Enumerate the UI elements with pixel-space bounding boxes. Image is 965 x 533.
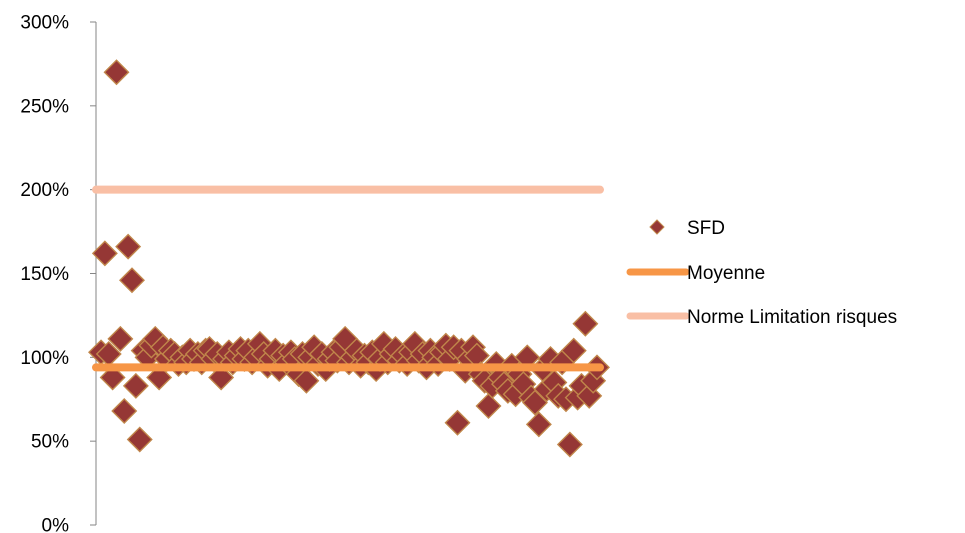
legend-sfd-label: SFD <box>687 218 725 239</box>
legend-moyenne-label: Moyenne <box>687 263 765 284</box>
sfd-point <box>126 426 153 453</box>
sfd-point <box>111 397 138 424</box>
sfd-point <box>475 392 502 419</box>
sfd-point <box>522 389 548 416</box>
y-tick-label: 100% <box>20 348 69 369</box>
sfd-point <box>107 325 134 352</box>
sfd-point <box>91 240 118 267</box>
sfd-point <box>119 267 145 294</box>
legend-sfd-marker <box>649 219 665 235</box>
legend: SFD Moyenne Norme Limitation risques <box>626 218 897 328</box>
sfd-point <box>122 372 149 399</box>
y-tick-label: 200% <box>20 180 69 201</box>
sfd-point <box>146 364 173 391</box>
y-tick-label: 150% <box>20 264 69 285</box>
sfd-point <box>103 59 130 86</box>
sfd-point <box>99 364 126 391</box>
sfd-point <box>444 409 471 436</box>
y-tick-label: 250% <box>20 96 69 117</box>
sfd-point <box>293 367 320 394</box>
y-axis: 0% 50% 100% 150% 200% 250% 300% <box>20 13 97 533</box>
sfd-point <box>208 364 235 391</box>
sfd-point <box>556 431 583 458</box>
sfd-point <box>572 310 599 337</box>
sfd-point <box>525 411 552 438</box>
y-tick-label: 50% <box>31 432 69 453</box>
y-tick-label: 0% <box>42 516 70 533</box>
legend-norme-label: Norme Limitation risques <box>687 307 897 328</box>
sfd-point <box>560 337 587 364</box>
y-tick-label: 300% <box>20 13 69 34</box>
sfd-point <box>115 233 142 260</box>
sfd-points <box>88 59 610 458</box>
